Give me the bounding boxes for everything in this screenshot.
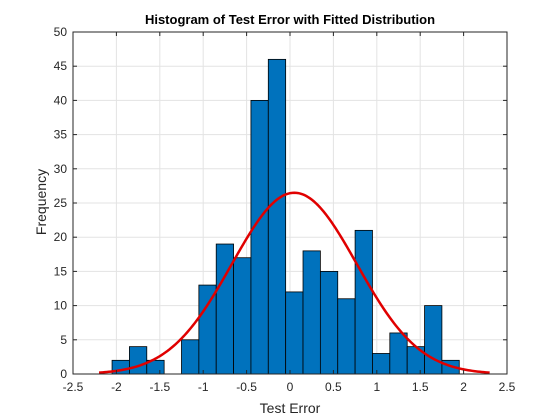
histogram-bar — [129, 346, 148, 375]
x-tick-label: -2 — [111, 380, 122, 394]
fitted-curve — [98, 191, 490, 374]
y-tick-label: 15 — [54, 264, 68, 278]
y-tick-label: 10 — [54, 299, 68, 313]
x-tick-label: 2 — [460, 380, 467, 394]
y-tick-label: 35 — [54, 128, 68, 142]
histogram-bar — [424, 305, 443, 375]
histogram-bar — [302, 250, 321, 375]
x-tick-label: -0.5 — [236, 380, 257, 394]
histogram-bar — [233, 257, 252, 375]
axes: -2.5 -2 -1.5 -1 -0.5 0 0.5 1 1.5 2 2.5 0 5 10 15 20 25 30… — [54, 25, 516, 394]
y-axis-label: Frequency — [33, 169, 49, 235]
y-tick-label: 30 — [54, 162, 68, 176]
y-tick-label: 45 — [54, 59, 68, 73]
y-tick-label: 25 — [54, 196, 68, 210]
y-tick-label: 20 — [54, 230, 68, 244]
chart-title: Histogram of Test Error with Fitted Dist… — [145, 12, 435, 27]
x-tick-label: 0 — [287, 380, 294, 394]
y-tick-label: 40 — [54, 93, 68, 107]
x-tick-label: 2.5 — [499, 380, 516, 394]
x-tick-label: -1.5 — [149, 380, 170, 394]
histogram-bar — [181, 339, 200, 375]
y-tick-label: 5 — [60, 333, 67, 347]
histogram-bar — [319, 270, 339, 375]
x-axis-label: Test Error — [260, 400, 321, 416]
y-tick-label: 0 — [60, 367, 67, 381]
x-tick-label: 1.5 — [412, 380, 429, 394]
histogram-bar — [198, 284, 217, 375]
fitted-distribution-line — [98, 191, 490, 374]
histogram-bar — [354, 229, 373, 375]
histogram-bar — [337, 298, 356, 375]
histogram-bar — [372, 353, 391, 375]
bars — [111, 58, 460, 375]
histogram-bar — [250, 100, 269, 375]
histogram-bar — [267, 58, 287, 375]
x-tick-label: 1 — [373, 380, 380, 394]
x-tick-label: -1 — [198, 380, 209, 394]
histogram-bar — [389, 332, 408, 375]
histogram-bar — [285, 291, 304, 375]
x-tick-label: -2.5 — [63, 380, 84, 394]
y-tick-label: 50 — [54, 25, 68, 39]
x-tick-label: 0.5 — [325, 380, 342, 394]
